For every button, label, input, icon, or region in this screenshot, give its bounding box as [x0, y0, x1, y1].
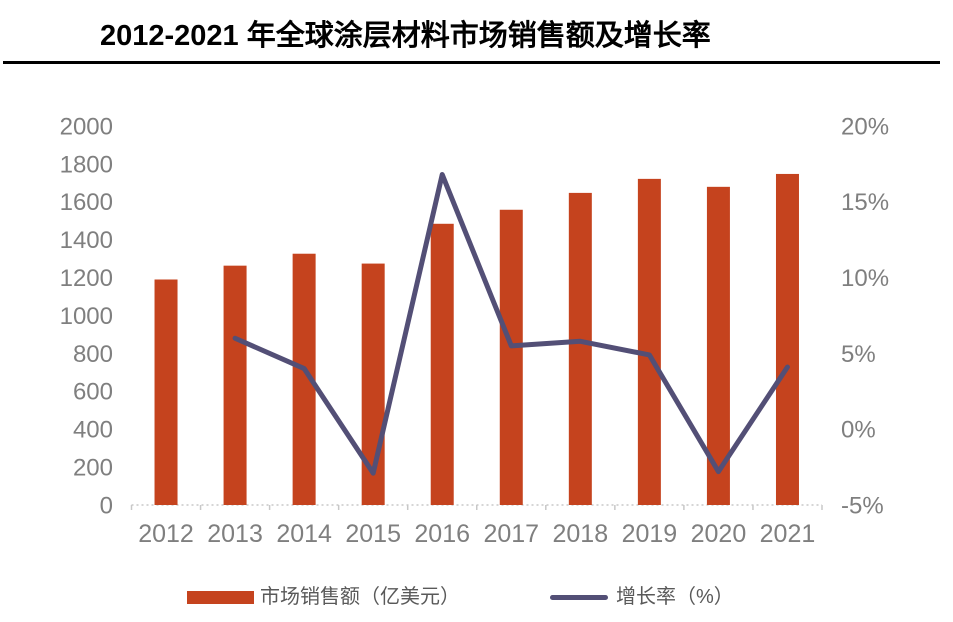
- y-axis-left-tick-label: 1800: [60, 151, 113, 178]
- y-axis-left-tick-label: 0: [100, 492, 113, 519]
- y-axis-left-tick-label: 2000: [60, 113, 113, 140]
- bar-2020: [706, 186, 730, 505]
- y-axis-right-tick-label: 15%: [841, 189, 889, 216]
- y-axis-right-tick-label: 20%: [841, 113, 889, 140]
- y-axis-left-tick-label: 400: [73, 417, 113, 444]
- y-axis-left-tick-label: 1200: [60, 265, 113, 292]
- x-axis-tick-label: 2019: [622, 520, 678, 548]
- x-axis-tick-label: 2020: [691, 520, 747, 548]
- y-axis-right-tick-label: -5%: [841, 492, 884, 519]
- x-axis-tick-label: 2021: [760, 520, 816, 548]
- x-axis-tick-label: 2012: [138, 520, 194, 548]
- x-axis-tick-label: 2015: [345, 520, 401, 548]
- y-axis-right-tick-label: 5%: [841, 341, 876, 368]
- x-axis-tick-label: 2017: [483, 520, 539, 548]
- y-axis-left-tick-label: 800: [73, 341, 113, 368]
- bar-2014: [292, 253, 316, 505]
- bar-2018: [568, 192, 592, 505]
- x-axis-tick-label: 2014: [276, 520, 332, 548]
- title-divider: [3, 61, 940, 64]
- bar-2017: [499, 209, 523, 505]
- growth-rate-line: [232, 172, 790, 476]
- y-axis-left-tick-label: 1400: [60, 227, 113, 254]
- x-axis-tick-label: 2016: [414, 520, 470, 548]
- x-axis-tick-label: 2013: [207, 520, 263, 548]
- y-axis-right-tick-label: 0%: [841, 417, 876, 444]
- bar-2012: [154, 279, 178, 505]
- y-axis-left-tick-label: 1000: [60, 303, 113, 330]
- bar-2013: [223, 265, 247, 505]
- y-axis-left-tick-label: 1600: [60, 189, 113, 216]
- x-axis-tick-label: 2018: [553, 520, 609, 548]
- y-axis-left-tick-label: 600: [73, 379, 113, 406]
- y-axis-left-tick-label: 200: [73, 455, 113, 482]
- bar-2021: [775, 173, 799, 506]
- chart-title: 2012-2021 年全球涂层材料市场销售额及增长率: [100, 20, 711, 52]
- bar-2019: [637, 178, 661, 506]
- bar-2016: [430, 223, 454, 506]
- y-axis-right-tick-label: 10%: [841, 265, 889, 292]
